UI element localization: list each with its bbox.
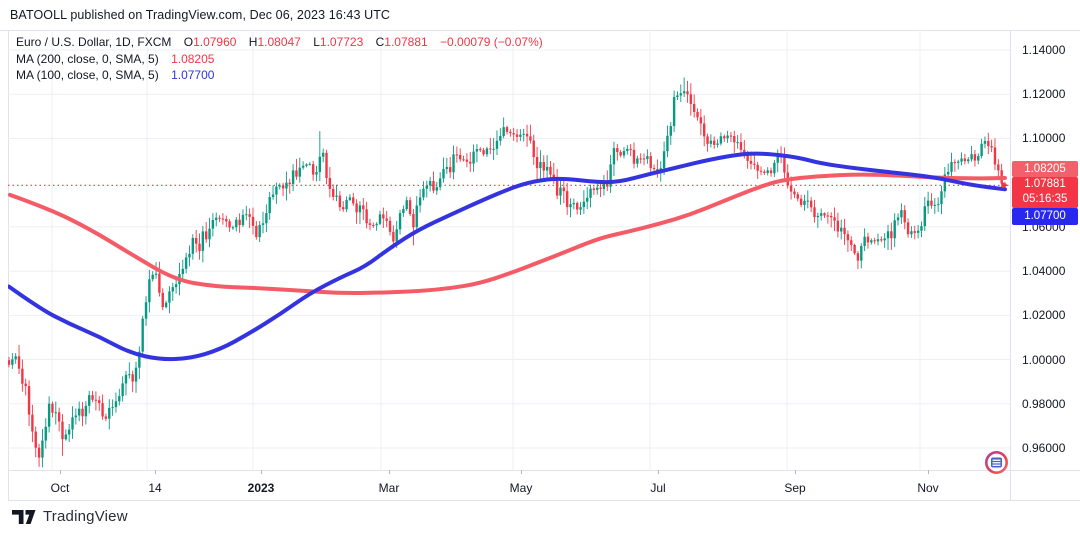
last-price-countdown-label[interactable]: 1.07881 05:16:35 [1012,177,1078,208]
frame-bottom-border [8,500,1080,501]
ma200-legend-row[interactable]: MA (200, close, 0, SMA, 5) 1.08205 [16,51,543,68]
chart-canvas[interactable] [7,30,1010,470]
time-tick-mark [389,470,390,474]
frame-top-border [0,30,1080,31]
price-tick-label: 1.02000 [1022,308,1066,323]
ma200-line[interactable] [8,172,1007,296]
time-tick-label: 14 [148,481,162,495]
open-value: 1.07960 [193,35,237,49]
candlestick-chart[interactable] [7,30,1010,470]
ma200-price-label[interactable]: 1.08205 [1012,161,1078,177]
open-label: O [183,35,194,49]
symbol-legend-row[interactable]: Euro / U.S. Dollar, 1D, FXCM O1.07960 H1… [16,34,543,51]
time-tick-label: Sep [784,481,806,495]
ma100-price-label[interactable]: 1.07700 [1012,208,1078,225]
fxcm-logo-icon [985,451,1008,474]
ma100-legend-row[interactable]: MA (100, close, 0, SMA, 5) 1.07700 [16,67,543,84]
time-tick-label: 2023 [247,481,275,495]
ma200-value: 1.08205 [171,51,215,66]
time-tick-mark [155,470,156,474]
time-tick-mark [261,470,262,474]
time-tick-mark [521,470,522,474]
time-tick-label: Mar [378,481,400,495]
price-tick-label: 1.10000 [1022,131,1066,146]
price-tick-label: 0.98000 [1022,396,1066,411]
high-label: H [248,35,258,49]
price-tick-label: 1.14000 [1022,43,1066,57]
frame-left-border [8,30,9,500]
time-axis-separator [8,470,1080,471]
high-value: 1.08047 [257,35,301,49]
time-tick-label: Jul [650,481,666,495]
attribution-text: BATOOLL published on TradingView.com, De… [10,8,391,22]
ma100-line[interactable] [7,151,1007,362]
time-tick-label: Nov [917,481,939,495]
ma200-label[interactable]: MA (200, close, 0, SMA, 5) [16,51,159,66]
change-value: −0.00079 (−0.07%) [440,35,543,49]
price-tick-label: 1.00000 [1022,352,1066,367]
price-axis-separator [1010,30,1011,500]
last-price-marker-icon [1002,181,1008,189]
price-axis[interactable]: 1.14000 1.12000 1.10000 1.06000 1.04000 1.020… [1010,30,1080,500]
low-value: 1.07723 [319,35,364,49]
time-tick-mark [795,470,796,474]
time-tick-mark [928,470,929,474]
tradingview-brand-text: TradingView [43,508,128,525]
time-axis[interactable]: Oct 14 2023 Mar May Jul Sep Nov [8,470,1010,500]
tradingview-logo-icon [12,509,36,524]
close-value: 1.07881 [384,35,428,49]
time-tick-mark [60,470,61,474]
tradingview-brand[interactable]: TradingView [12,508,128,525]
price-tick-label: 0.96000 [1022,440,1066,455]
close-label: C [375,35,385,49]
time-tick-label: Oct [50,481,70,495]
symbol-title[interactable]: Euro / U.S. Dollar, 1D, FXCM [16,35,172,49]
low-label: L [313,35,320,49]
ma100-label[interactable]: MA (100, close, 0, SMA, 5) [16,68,159,82]
price-tick-label: 1.04000 [1022,264,1066,279]
chart-legend: Euro / U.S. Dollar, 1D, FXCM O1.07960 H1… [16,34,543,84]
ma100-value: 1.07700 [171,68,215,82]
price-tick-label: 1.12000 [1022,87,1066,102]
time-tick-mark [658,470,659,474]
time-tick-label: May [509,481,533,495]
